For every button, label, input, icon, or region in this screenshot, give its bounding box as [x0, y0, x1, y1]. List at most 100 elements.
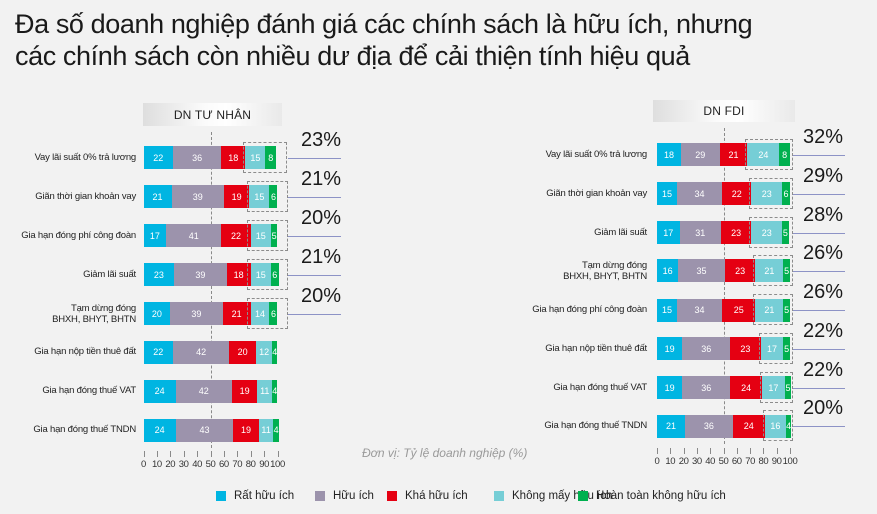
connector-line — [287, 313, 341, 315]
x-axis-tick-label: 100 — [782, 456, 798, 467]
bar-segment[interactable]: 21 — [657, 414, 685, 438]
bar-segment[interactable]: 43 — [175, 418, 234, 442]
category-label: Tạm dừng đóng BHXH, BHYT, BHTN — [563, 259, 647, 282]
bar-segment[interactable]: 24 — [143, 418, 176, 442]
bar-segment[interactable]: 6 — [270, 263, 279, 286]
bar-segment[interactable]: 6 — [782, 182, 790, 205]
bar-segment[interactable]: 5 — [784, 376, 792, 399]
bar-segment[interactable]: 4 — [273, 418, 279, 442]
page-title: Đa số doanh nghiệp đánh giá các chính sá… — [15, 8, 875, 72]
bar-segment[interactable]: 15 — [250, 224, 271, 247]
legend-label: Hoàn toàn không hữu ích — [596, 490, 726, 502]
bar-segment[interactable]: 15 — [657, 182, 677, 205]
bar-segment[interactable]: 16 — [657, 259, 679, 282]
x-axis-tick-label: 0 — [654, 456, 660, 467]
x-axis-tick-label: 50 — [205, 459, 216, 470]
bar-segment[interactable]: 29 — [680, 143, 720, 166]
bar-segment[interactable]: 11 — [257, 379, 273, 403]
bar-segment[interactable]: 17 — [143, 224, 167, 247]
bar-segment[interactable]: 34 — [676, 182, 723, 205]
bar-segment[interactable]: 19 — [233, 418, 259, 442]
bar-segment[interactable]: 15 — [250, 263, 271, 286]
category-label: Gia hạn đóng phí công đoàn — [21, 229, 136, 241]
bar-segment[interactable]: 11 — [258, 418, 274, 442]
bar-segment[interactable]: 22 — [143, 146, 173, 169]
bar-segment[interactable]: 17 — [760, 337, 784, 360]
bar-segment[interactable]: 15 — [245, 146, 266, 169]
bar-segment[interactable]: 23 — [751, 182, 782, 205]
bar-segment[interactable]: 42 — [172, 340, 230, 364]
bar-segment[interactable]: 25 — [722, 298, 756, 322]
bar-segment[interactable]: 24 — [730, 376, 763, 399]
bar-segment[interactable]: 21 — [222, 302, 251, 325]
bar-segment[interactable]: 42 — [175, 379, 232, 403]
bar-segment[interactable]: 31 — [679, 221, 721, 244]
bar-segment[interactable]: 21 — [719, 143, 748, 166]
bar-segment[interactable]: 34 — [676, 298, 723, 322]
bar-segment[interactable]: 4 — [786, 414, 792, 438]
bar-segment[interactable]: 21 — [755, 259, 784, 282]
connector-line — [793, 348, 845, 350]
bar-segment[interactable]: 8 — [779, 143, 790, 166]
bar-segment[interactable]: 24 — [747, 143, 780, 166]
bar-segment[interactable]: 23 — [724, 259, 756, 282]
bar-segment[interactable]: 24 — [732, 414, 765, 438]
bar-segment[interactable]: 5 — [783, 298, 790, 322]
x-axis-tick — [277, 451, 279, 457]
bar-segment[interactable]: 19 — [223, 185, 250, 208]
bar-segment[interactable]: 18 — [226, 263, 251, 286]
bar-segment[interactable]: 5 — [783, 337, 790, 360]
x-axis-tick — [670, 448, 672, 454]
bar-segment[interactable]: 15 — [249, 185, 270, 208]
bar-segment[interactable]: 36 — [172, 146, 222, 169]
bar-segment[interactable]: 35 — [678, 259, 725, 282]
bar-segment[interactable]: 16 — [764, 414, 786, 438]
bar-segment[interactable]: 20 — [229, 340, 257, 364]
bar-segment[interactable]: 21 — [755, 298, 784, 322]
bar-segment[interactable]: 23 — [751, 221, 782, 244]
bar-segment[interactable]: 12 — [256, 340, 273, 364]
bar-segment[interactable]: 19 — [657, 337, 683, 360]
bar-segment[interactable]: 15 — [657, 298, 677, 322]
highlight-box — [243, 141, 288, 173]
bar-segment[interactable]: 36 — [684, 414, 733, 438]
bar-segment[interactable]: 23 — [730, 337, 761, 360]
bar-segment[interactable]: 5 — [270, 224, 278, 247]
bar-segment[interactable]: 41 — [166, 224, 222, 247]
bar-segment[interactable]: 19 — [231, 379, 258, 403]
bar-segment[interactable]: 22 — [722, 182, 752, 205]
x-axis-tick — [210, 451, 212, 457]
x-axis-tick-label: 90 — [259, 459, 269, 470]
bar-segment[interactable]: 4 — [272, 379, 278, 403]
bar-segment[interactable]: 18 — [657, 143, 681, 166]
x-axis-tick — [696, 448, 698, 454]
bar-segment[interactable]: 18 — [221, 146, 246, 169]
highlight-box — [247, 219, 288, 251]
bar-segment[interactable]: 6 — [269, 185, 278, 208]
bar-segment[interactable]: 5 — [782, 221, 789, 244]
highlight-box — [749, 177, 793, 209]
x-axis-tick — [156, 451, 158, 457]
bar-segment[interactable]: 8 — [265, 146, 277, 169]
bar-segment[interactable]: 23 — [143, 263, 175, 286]
x-axis-tick — [143, 451, 145, 457]
bar-segment[interactable]: 19 — [657, 376, 683, 399]
bar-segment[interactable]: 4 — [272, 340, 278, 364]
bar-segment[interactable]: 17 — [762, 376, 785, 399]
bar-segment[interactable]: 36 — [682, 337, 731, 360]
bar-segment[interactable]: 39 — [170, 302, 223, 325]
bar-segment[interactable]: 5 — [783, 259, 790, 282]
bar-segment[interactable]: 21 — [143, 185, 172, 208]
bar-segment[interactable]: 23 — [720, 221, 752, 244]
bar-segment[interactable]: 39 — [171, 185, 224, 208]
bar-segment[interactable]: 22 — [221, 224, 251, 247]
bar-segment[interactable]: 17 — [657, 221, 680, 244]
bar-segment[interactable]: 24 — [143, 379, 176, 403]
bar-segment[interactable]: 39 — [174, 263, 227, 286]
bar-segment[interactable]: 14 — [250, 302, 270, 325]
bar-segment[interactable]: 22 — [143, 340, 173, 364]
highlight-box — [247, 297, 288, 329]
bar-segment[interactable]: 36 — [682, 376, 731, 399]
bar-segment[interactable]: 6 — [269, 302, 278, 325]
bar-segment[interactable]: 20 — [143, 302, 171, 325]
